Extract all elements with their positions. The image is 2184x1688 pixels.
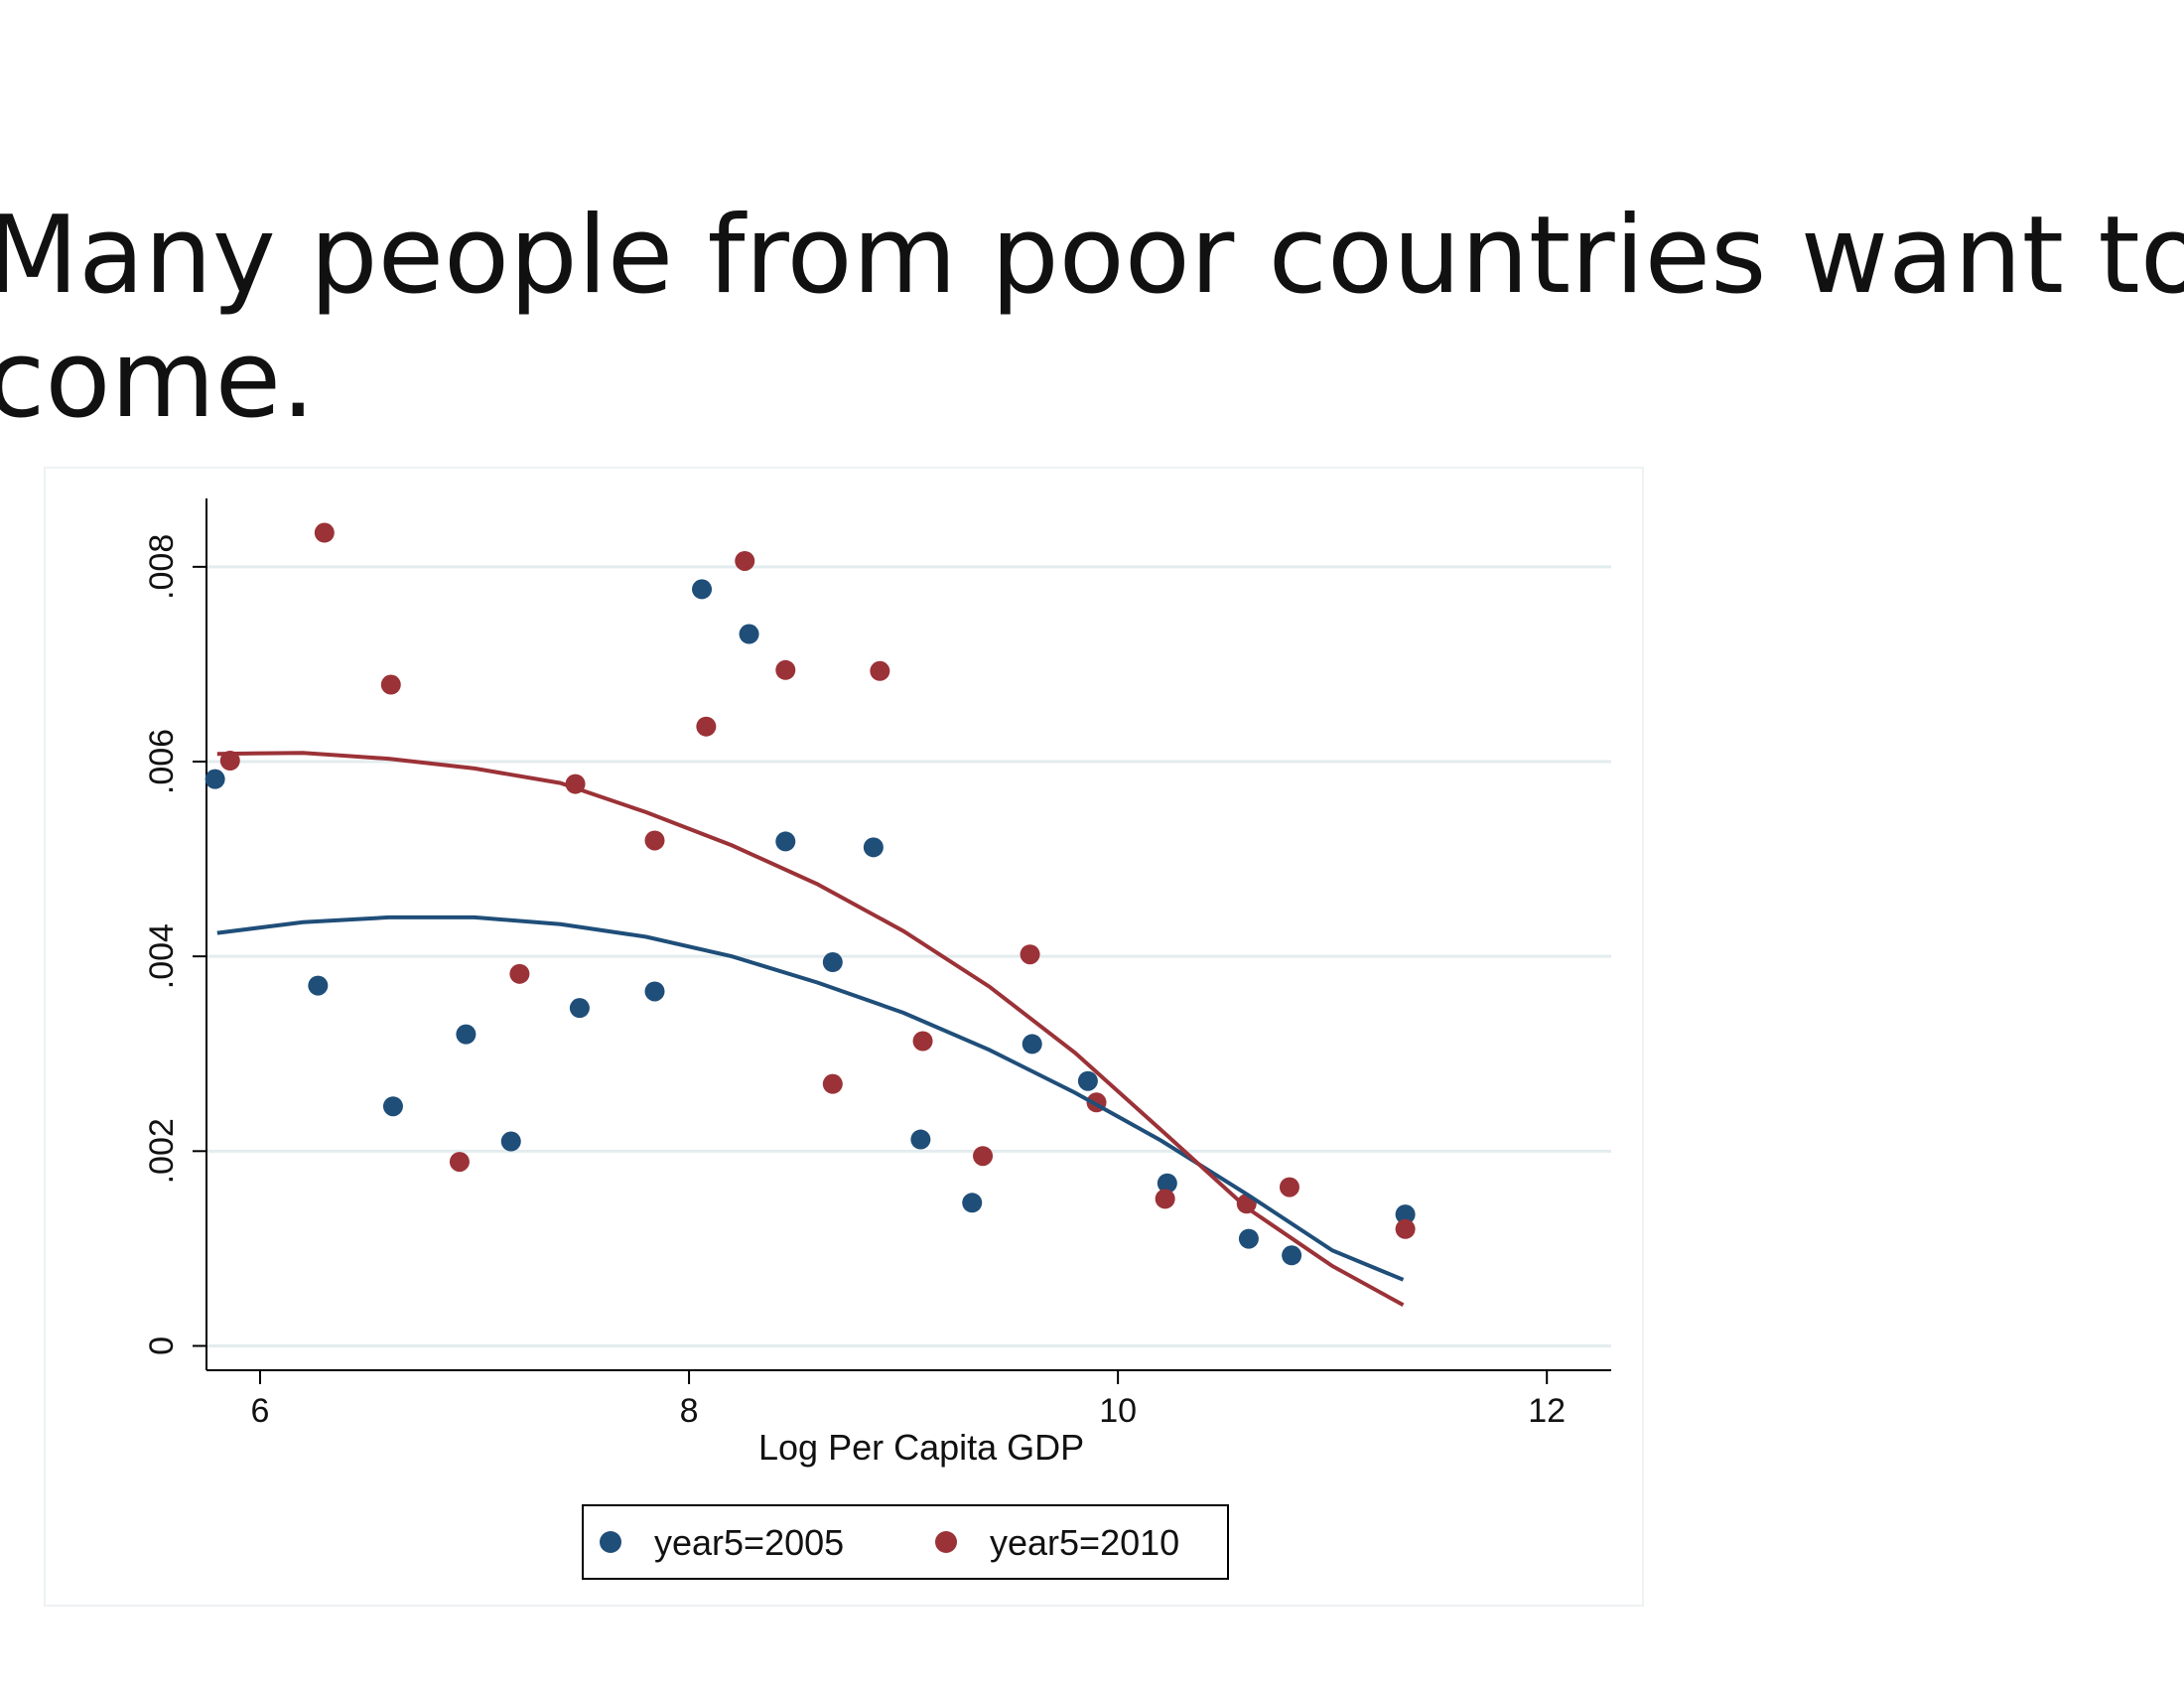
y-tick-label: 0 [143, 1336, 181, 1355]
chart-panel: 0 .002 .004 .006 .008 6 8 10 12 Log Per Capita GD… [44, 467, 1644, 1607]
scatter-point-2010 [973, 1146, 994, 1167]
x-tick-label: 8 [680, 1392, 699, 1430]
scatter-point-2005 [962, 1193, 983, 1213]
scatter-chart: 0 .002 .004 .006 .008 6 8 10 12 Log Per Capita GD… [143, 498, 1611, 1580]
legend-label: year5=2005 [654, 1522, 844, 1563]
x-axis-title: Log Per Capita GDP [758, 1427, 1084, 1468]
scatter-point-2005 [644, 981, 665, 1002]
scatter-point-2010 [912, 1031, 933, 1052]
scatter-point-2005 [1395, 1204, 1416, 1225]
x-tick-label: 12 [1528, 1392, 1566, 1430]
legend-marker [600, 1531, 621, 1553]
scatter-point-2005 [910, 1129, 931, 1150]
y-tick-label: .008 [143, 534, 181, 600]
scatter-point-2010 [735, 550, 755, 571]
fit-curve-2010 [216, 751, 1405, 1308]
scatter-point-2005 [739, 624, 759, 644]
scatter-point-2005 [1077, 1070, 1098, 1091]
scatter-point-2005 [775, 831, 796, 852]
legend-box [582, 1504, 1229, 1580]
scatter-point-2005 [569, 998, 590, 1019]
scatter-point-2010 [1020, 944, 1040, 965]
slide-title-line-2: come. [0, 318, 316, 442]
scatter-point-2010 [380, 674, 401, 695]
scatter-point-2005 [382, 1096, 403, 1117]
scatter-point-2005 [1238, 1228, 1259, 1249]
scatter-point-2005 [863, 837, 884, 858]
slide-title: Many people from poor countries want to … [0, 194, 2184, 442]
x-tick-label: 10 [1099, 1392, 1137, 1430]
scatter-point-2010 [822, 1073, 843, 1094]
scatter-point-2005 [692, 579, 713, 600]
scatter-point-2005 [308, 975, 329, 996]
y-tick-label: .002 [143, 1118, 181, 1184]
scatter-point-2010 [1395, 1218, 1416, 1239]
scatter-point-2010 [509, 963, 530, 984]
legend-marker [935, 1531, 957, 1553]
scatter-point-2005 [456, 1024, 477, 1045]
scatter-point-2005 [1282, 1245, 1302, 1266]
scatter-point-2010 [314, 522, 335, 543]
scatter-point-2005 [1022, 1034, 1042, 1055]
y-tick-label: .004 [143, 923, 181, 989]
y-tick-label: .006 [143, 729, 181, 794]
scatter-point-2005 [822, 952, 843, 973]
scatter-point-2010 [775, 659, 796, 680]
fit-curve-2005 [216, 914, 1405, 1282]
scatter-point-2010 [644, 830, 665, 851]
scatter-point-2005 [205, 769, 225, 789]
slide-title-line-1: Many people from poor countries want to [0, 194, 2184, 318]
scatter-point-2005 [500, 1131, 521, 1152]
scatter-point-2010 [449, 1152, 470, 1173]
scatter-point-2010 [1279, 1177, 1299, 1197]
scatter-point-2010 [696, 716, 717, 737]
scatter-point-2010 [1155, 1189, 1175, 1209]
x-tick-label: 6 [251, 1392, 270, 1430]
legend-label: year5=2010 [990, 1522, 1179, 1563]
scatter-point-2005 [1157, 1173, 1177, 1194]
scatter-point-2010 [870, 660, 890, 681]
